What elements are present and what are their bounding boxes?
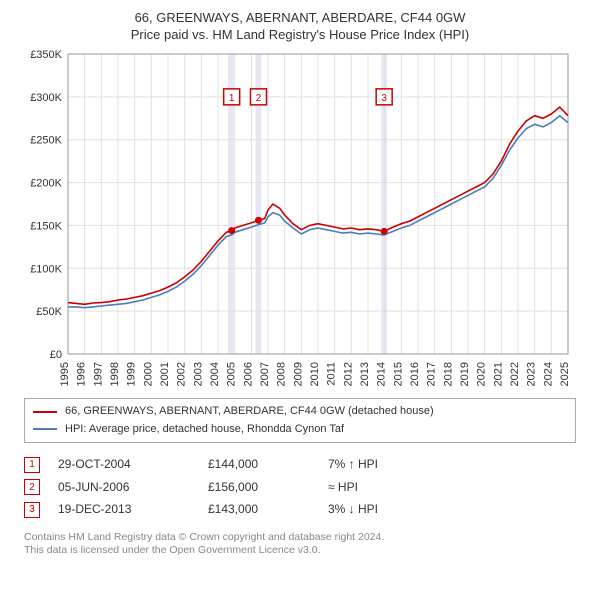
marker-badge: 1 (24, 457, 40, 473)
svg-text:£200K: £200K (30, 178, 62, 190)
svg-text:2019: 2019 (459, 362, 471, 386)
chart-page: 66, GREENWAYS, ABERNANT, ABERDARE, CF44 … (0, 0, 600, 590)
marker-date: 19-DEC-2013 (58, 502, 208, 516)
table-row: 1 29-OCT-2004 £144,000 7% ↑ HPI (24, 453, 576, 476)
svg-text:1: 1 (229, 93, 235, 104)
legend-label: HPI: Average price, detached house, Rhon… (65, 421, 344, 439)
svg-text:3: 3 (381, 93, 387, 104)
table-row: 2 05-JUN-2006 £156,000 ≈ HPI (24, 476, 576, 499)
marker-badge: 3 (24, 502, 40, 518)
chart-svg: £0 £50K £100K £150K £200K £250K £300K £350K 1995… (20, 48, 580, 388)
svg-text:£250K: £250K (30, 135, 62, 147)
svg-text:2013: 2013 (359, 362, 371, 386)
marker-price: £156,000 (208, 480, 328, 494)
svg-text:1998: 1998 (109, 362, 121, 386)
svg-text:1997: 1997 (92, 362, 104, 386)
svg-text:2011: 2011 (326, 362, 338, 386)
marker-num-text: 1 (29, 459, 35, 470)
svg-text:2001: 2001 (159, 362, 171, 386)
title-line2: Price paid vs. HM Land Registry's House … (10, 27, 590, 42)
legend-label: 66, GREENWAYS, ABERNANT, ABERDARE, CF44 … (65, 403, 434, 421)
legend-box: 66, GREENWAYS, ABERNANT, ABERDARE, CF44 … (24, 398, 576, 443)
legend-swatch (33, 411, 57, 413)
marker-badge: 2 (24, 479, 40, 495)
svg-text:2007: 2007 (259, 362, 271, 386)
footer: Contains HM Land Registry data © Crown c… (24, 531, 576, 558)
svg-text:2018: 2018 (442, 362, 454, 386)
legend-swatch (33, 428, 57, 430)
svg-text:2024: 2024 (542, 362, 554, 386)
svg-text:1995: 1995 (59, 362, 71, 386)
svg-text:2023: 2023 (526, 362, 538, 386)
marker-date: 05-JUN-2006 (58, 480, 208, 494)
svg-text:£50K: £50K (36, 306, 62, 318)
legend-row: HPI: Average price, detached house, Rhon… (33, 421, 567, 439)
svg-text:2022: 2022 (509, 362, 521, 386)
marker-table: 1 29-OCT-2004 £144,000 7% ↑ HPI 2 05-JUN… (24, 453, 576, 521)
footer-line2: This data is licensed under the Open Gov… (24, 544, 576, 558)
svg-text:2000: 2000 (142, 362, 154, 386)
svg-text:2021: 2021 (492, 362, 504, 386)
svg-text:2015: 2015 (392, 362, 404, 386)
marker-delta: 3% ↓ HPI (328, 502, 576, 516)
svg-text:2012: 2012 (342, 362, 354, 386)
svg-text:2017: 2017 (426, 362, 438, 386)
svg-text:2009: 2009 (292, 362, 304, 386)
svg-text:£150K: £150K (30, 220, 62, 232)
svg-text:2006: 2006 (242, 362, 254, 386)
svg-text:2008: 2008 (276, 362, 288, 386)
svg-text:2014: 2014 (376, 362, 388, 386)
marker-delta: 7% ↑ HPI (328, 457, 576, 471)
marker-num-text: 2 (29, 482, 35, 493)
footer-line1: Contains HM Land Registry data © Crown c… (24, 531, 576, 545)
marker-num-text: 3 (29, 504, 35, 515)
title-line1: 66, GREENWAYS, ABERNANT, ABERDARE, CF44 … (10, 10, 590, 25)
marker-delta: ≈ HPI (328, 480, 576, 494)
svg-text:2005: 2005 (226, 362, 238, 386)
svg-text:2010: 2010 (309, 362, 321, 386)
svg-text:1999: 1999 (126, 362, 138, 386)
svg-text:2004: 2004 (209, 362, 221, 386)
svg-text:£100K: £100K (30, 263, 62, 275)
legend-row: 66, GREENWAYS, ABERNANT, ABERDARE, CF44 … (33, 403, 567, 421)
svg-text:2: 2 (256, 93, 262, 104)
marker-price: £144,000 (208, 457, 328, 471)
svg-text:2016: 2016 (409, 362, 421, 386)
title-block: 66, GREENWAYS, ABERNANT, ABERDARE, CF44 … (10, 8, 590, 48)
table-row: 3 19-DEC-2013 £143,000 3% ↓ HPI (24, 498, 576, 521)
svg-text:£350K: £350K (30, 49, 62, 61)
chart-container: £0 £50K £100K £150K £200K £250K £300K £350K 1995… (20, 48, 580, 388)
svg-text:1996: 1996 (76, 362, 88, 386)
svg-text:2003: 2003 (192, 362, 204, 386)
svg-text:2002: 2002 (176, 362, 188, 386)
marker-price: £143,000 (208, 502, 328, 516)
svg-text:£300K: £300K (30, 92, 62, 104)
svg-text:2025: 2025 (559, 362, 571, 386)
svg-text:£0: £0 (50, 349, 62, 361)
svg-text:2020: 2020 (476, 362, 488, 386)
marker-date: 29-OCT-2004 (58, 457, 208, 471)
